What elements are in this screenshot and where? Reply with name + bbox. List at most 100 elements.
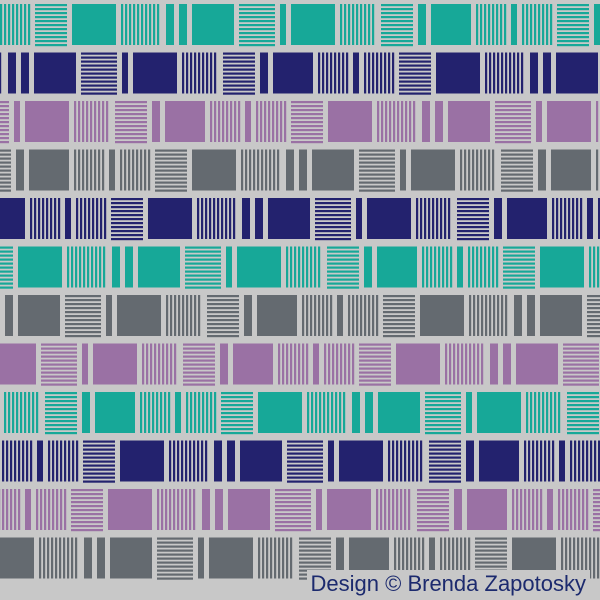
horizontal-stripe-tile: [185, 246, 221, 289]
vertical-stripe-tile: [460, 149, 495, 191]
bar-tile: [400, 149, 406, 191]
horizontal-stripe-tile: [587, 295, 600, 338]
bar-tile: [543, 52, 551, 94]
pattern-row: [5, 295, 600, 338]
horizontal-stripe-tile: [429, 440, 461, 483]
bar-tile: [530, 52, 538, 94]
bar-tile: [286, 149, 294, 191]
bar-tile: [109, 149, 115, 191]
bar-tile: [353, 52, 359, 94]
horizontal-stripe-tile: [399, 52, 431, 95]
solid-tile: [237, 246, 281, 288]
horizontal-stripe-tile: [563, 343, 599, 386]
solid-tile: [467, 489, 507, 530]
vertical-stripe-tile: [522, 4, 553, 45]
horizontal-stripe-tile: [157, 537, 193, 580]
bar-tile: [8, 52, 16, 94]
vertical-stripe-tile: [596, 101, 599, 142]
solid-tile: [138, 246, 180, 288]
vertical-stripe-tile: [186, 392, 217, 433]
solid-tile: [165, 101, 205, 142]
vertical-stripe-tile: [589, 246, 600, 288]
solid-tile: [547, 101, 591, 142]
vertical-stripe-tile: [468, 246, 499, 288]
solid-tile: [516, 343, 558, 385]
bar-tile: [112, 246, 120, 288]
bar-tile: [226, 246, 232, 288]
vertical-stripe-tile: [241, 149, 280, 191]
solid-tile: [377, 246, 417, 288]
vertical-stripe-tile: [48, 440, 79, 482]
vertical-stripe-tile: [286, 246, 321, 288]
solid-tile: [148, 198, 192, 239]
solid-tile: [25, 101, 69, 142]
vertical-stripe-tile: [258, 537, 293, 579]
bar-tile: [328, 440, 334, 482]
vertical-stripe-tile: [67, 246, 106, 288]
horizontal-stripe-tile: [501, 149, 533, 192]
solid-tile: [448, 101, 490, 142]
solid-tile: [108, 489, 152, 530]
horizontal-stripe-tile: [417, 489, 449, 532]
bar-tile: [536, 101, 542, 142]
solid-tile: [540, 246, 584, 288]
solid-tile: [29, 149, 69, 191]
bar-tile: [337, 295, 343, 336]
solid-tile: [556, 52, 598, 94]
solid-tile: [0, 343, 36, 385]
horizontal-stripe-tile: [207, 295, 239, 338]
horizontal-stripe-tile: [111, 198, 143, 241]
solid-tile: [291, 4, 335, 45]
solid-tile: [273, 52, 313, 94]
bar-tile: [215, 489, 223, 530]
bar-tile: [313, 343, 319, 385]
horizontal-stripe-tile: [593, 489, 600, 532]
bar-tile: [352, 392, 360, 433]
solid-tile: [477, 392, 521, 433]
vertical-stripe-tile: [256, 101, 287, 142]
bar-tile: [356, 198, 362, 239]
horizontal-stripe-tile: [83, 440, 115, 483]
horizontal-stripe-tile: [503, 246, 535, 289]
solid-tile: [95, 392, 135, 433]
bar-tile: [503, 343, 511, 385]
horizontal-stripe-tile: [41, 343, 77, 386]
solid-tile: [327, 489, 371, 530]
vertical-stripe-tile: [307, 392, 346, 433]
solid-tile: [34, 52, 76, 94]
solid-tile: [268, 198, 310, 239]
vertical-stripe-tile: [0, 489, 21, 530]
vertical-stripe-tile: [445, 343, 484, 385]
bar-tile: [244, 295, 252, 336]
horizontal-stripe-tile: [0, 246, 13, 289]
bar-tile: [538, 149, 546, 191]
solid-tile: [367, 198, 411, 239]
bar-tile: [242, 198, 250, 239]
pattern-row: [0, 52, 598, 95]
solid-tile: [233, 343, 273, 385]
vertical-stripe-tile: [142, 343, 177, 385]
bar-tile: [179, 4, 187, 45]
vertical-stripe-tile: [302, 295, 333, 336]
vertical-stripe-tile: [210, 101, 241, 142]
horizontal-stripe-tile: [71, 489, 103, 532]
designer-credit: Design © Brenda Zapotosky: [306, 570, 590, 598]
bar-tile: [559, 440, 565, 482]
vertical-stripe-tile: [318, 52, 349, 94]
pattern-row: [4, 392, 599, 435]
vertical-stripe-tile: [169, 440, 208, 482]
solid-tile: [209, 537, 253, 579]
vertical-stripe-tile: [2, 440, 33, 482]
solid-tile: [479, 440, 519, 482]
vertical-stripe-tile: [394, 537, 425, 579]
solid-tile: [378, 392, 420, 433]
solid-tile: [431, 4, 471, 45]
horizontal-stripe-tile: [359, 343, 391, 386]
vertical-stripe-tile: [30, 198, 61, 239]
vertical-stripe-tile: [596, 149, 599, 191]
horizontal-stripe-tile: [495, 101, 531, 144]
bar-tile: [21, 52, 29, 94]
vertical-stripe-tile: [558, 489, 589, 530]
bar-tile: [494, 198, 502, 239]
